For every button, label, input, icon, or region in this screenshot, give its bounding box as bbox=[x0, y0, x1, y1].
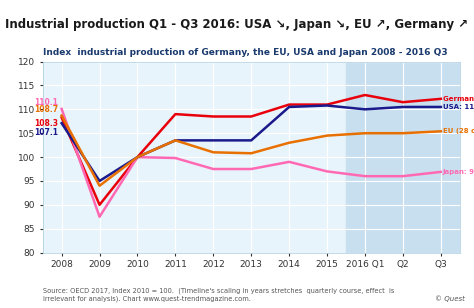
Text: 108.7: 108.7 bbox=[34, 105, 58, 114]
Text: Source: OECD 2017, Index 2010 = 100.  (Timeline's scaling in years stretches  qu: Source: OECD 2017, Index 2010 = 100. (Ti… bbox=[43, 288, 394, 302]
Text: 108.3: 108.3 bbox=[34, 119, 58, 128]
Text: Index  industrial production of Germany, the EU, USA and Japan 2008 - 2016 Q3: Index industrial production of Germany, … bbox=[43, 48, 447, 57]
Text: © Quest: © Quest bbox=[435, 295, 465, 302]
Text: 110.1: 110.1 bbox=[34, 99, 58, 107]
Text: Japan: 96.9: Japan: 96.9 bbox=[443, 169, 474, 175]
Text: EU (28 countries): 105,4: EU (28 countries): 105,4 bbox=[443, 128, 474, 134]
Text: 107.1: 107.1 bbox=[34, 128, 58, 137]
Text: Germany: 112.2: Germany: 112.2 bbox=[443, 96, 474, 102]
Bar bbox=[346, 62, 460, 253]
Text: USA: 110.5: USA: 110.5 bbox=[443, 104, 474, 110]
Text: Industrial production Q1 - Q3 2016: USA ↘, Japan ↘, EU ↗, Germany ↗: Industrial production Q1 - Q3 2016: USA … bbox=[5, 18, 468, 31]
